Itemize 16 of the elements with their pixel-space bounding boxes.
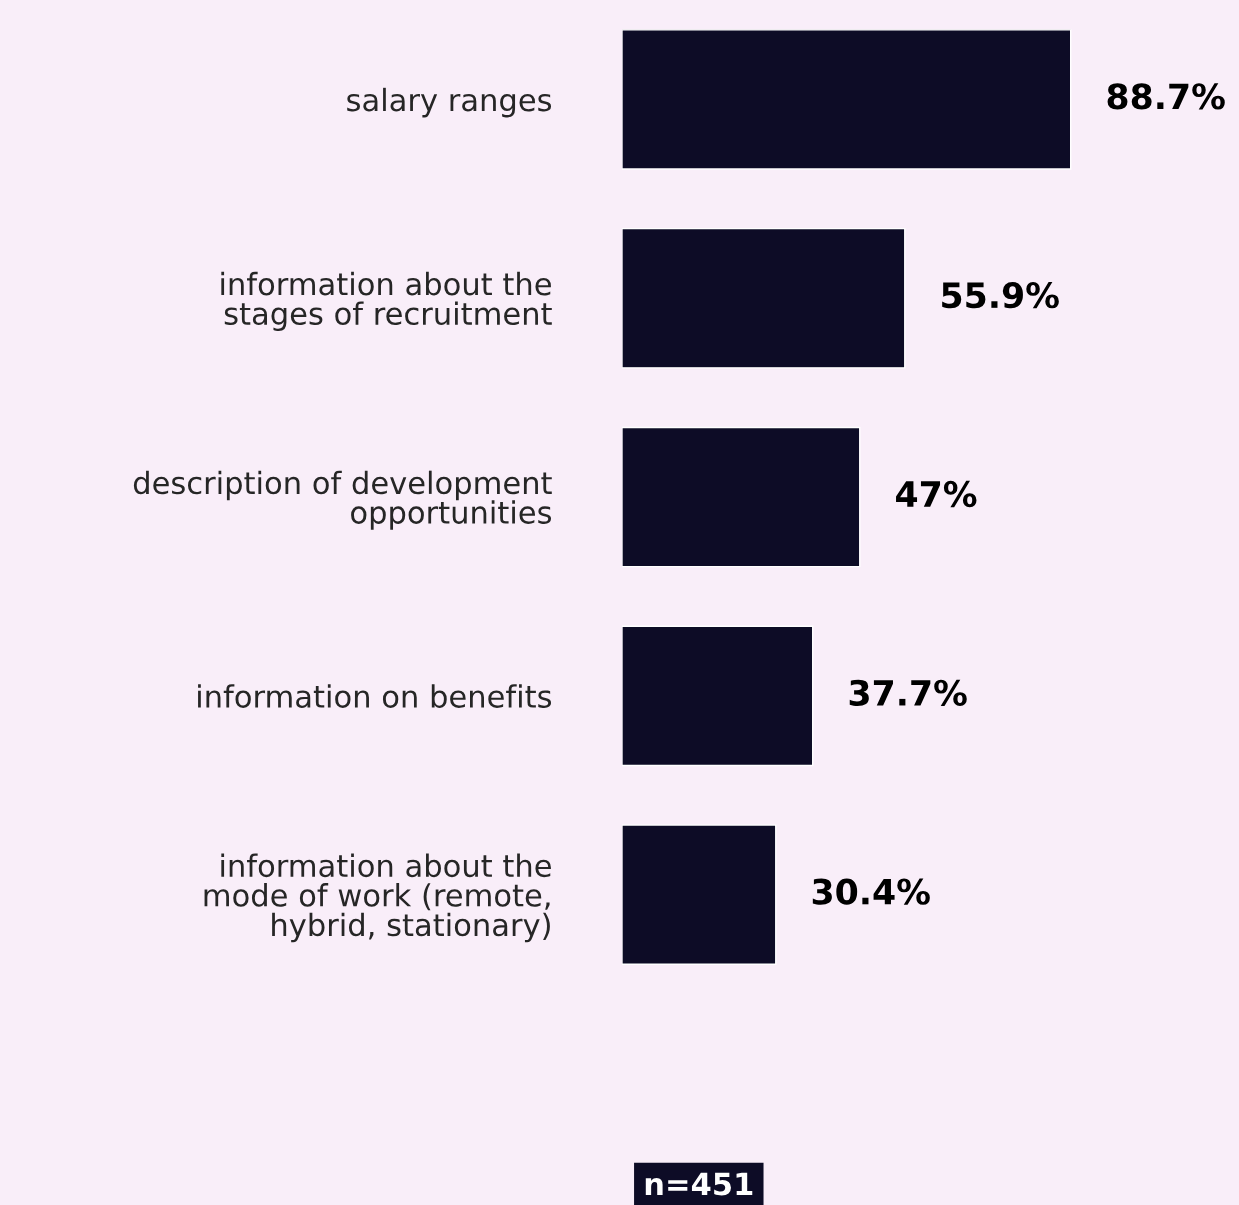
data-label: 88.7% (1107, 83, 1225, 110)
data-label: 47% (896, 480, 977, 508)
y-tick-label: information about the stages of recruitment (221, 271, 552, 331)
y-tick-label: description of development opportunities (133, 470, 552, 530)
y-tick-label: salary ranges (347, 87, 552, 118)
bar (621, 625, 814, 767)
bar (621, 227, 906, 369)
data-label: 37.7% (849, 679, 967, 706)
bar (621, 426, 861, 568)
y-tick-label: information about the mode of work (remote, hybrid, stationary) (204, 853, 551, 943)
y-tick-label: information on benefits (198, 684, 552, 708)
bar (621, 29, 1072, 170)
data-label: 55.9% (942, 282, 1059, 309)
bar (621, 824, 777, 965)
data-label: 30.4% (812, 878, 930, 905)
text: n=451 (645, 1172, 753, 1196)
